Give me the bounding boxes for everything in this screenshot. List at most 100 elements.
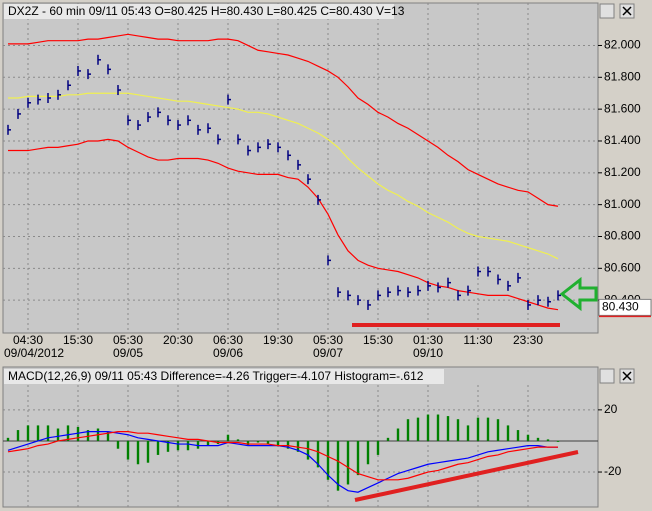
histogram-bar [296,440,300,452]
price-bar [117,85,121,96]
price-bar [187,115,191,126]
price-bar [97,54,101,65]
histogram-bar [136,440,140,465]
histogram-bar [266,440,270,445]
price-bar [367,299,371,310]
y-tick-label: 80.600 [604,260,641,274]
histogram-bar [306,440,310,460]
price-bar [317,194,321,205]
band-line [8,138,559,311]
histogram-bar [86,430,90,441]
histogram-bar [166,440,170,452]
histogram-bar [106,431,110,441]
window-buttons[interactable] [599,3,635,384]
histogram-bar [126,440,130,460]
x-date-label: 09/10 [413,346,443,360]
y-tick-label: -20 [604,464,622,478]
histogram-bar [426,414,430,441]
price-bar [347,290,351,301]
histogram-bar [256,440,260,443]
price-bar [527,299,531,310]
y-tick-label: 81.600 [604,101,641,115]
histogram-bar [466,425,470,441]
histogram-bar [486,417,490,441]
histogram-bar [56,428,60,441]
histogram-bar [406,419,410,441]
price-bar [197,124,201,135]
y-tick-label: 82.000 [604,38,641,52]
histogram-bar [396,428,400,441]
trend-line-annotation [354,450,579,502]
price-bar [217,134,221,145]
last-price-box [598,298,652,316]
histogram-bar [516,430,520,441]
x-tick-label: 15:30 [63,333,93,347]
price-bar [287,150,291,161]
y-tick-label: 80.800 [604,229,641,243]
price-bar [497,274,501,285]
arrange-button[interactable] [599,3,615,19]
histogram-bar [276,440,280,446]
histogram-bar [376,440,380,455]
y-tick-label: 81.200 [604,165,641,179]
price-bar [547,296,551,307]
price-bar [507,280,511,291]
price-bar [477,266,481,277]
close-icon [622,371,632,381]
price-bar [147,112,151,123]
x-date-label: 09/06 [213,346,243,360]
price-bar [437,282,441,293]
close-icon [622,6,632,16]
title-box [4,4,394,19]
histogram-bar [36,425,40,441]
x-tick-label: 23:30 [513,333,543,347]
histogram-bar [316,440,320,468]
histogram-bar [26,425,30,441]
histogram-bar [546,439,550,441]
chart-title: MACD(12,26,9) 09/11 05:43 Difference=-4.… [8,369,424,383]
price-bar [377,290,381,301]
histogram-bar [226,434,230,441]
histogram-bar [496,419,500,441]
histogram-bar [186,440,190,451]
x-tick-label: 20:30 [163,333,193,347]
histogram-bar [176,440,180,451]
price-bar [557,290,561,301]
x-tick-label: 11:30 [463,333,492,347]
histogram-bar [326,440,330,480]
price-bar [47,93,51,103]
histogram-bar [76,426,80,441]
price-bar [127,115,131,126]
price-bar [7,124,11,135]
arrange-button[interactable] [599,368,615,384]
price-bar [387,287,391,298]
histogram-bar [116,440,120,449]
chart-title: DX2Z - 60 min 09/11 05:43 O=80.425 H=80.… [8,4,405,18]
histogram-bar [16,430,20,441]
price-bar [27,97,31,108]
histogram-bar [66,425,70,441]
price-bar [87,69,91,80]
price-bar [247,145,251,156]
histogram-bar [286,440,290,449]
band-line [8,92,559,260]
histogram-bar [366,440,370,465]
price-bar [157,107,161,118]
last-price-label: 80.430 [602,300,639,314]
x-date-label: 09/07 [313,346,343,360]
price-bar [277,142,281,153]
price-bar [467,285,471,296]
title-box [4,369,444,384]
chart-layer: 80.40080.60080.80081.00081.20081.40081.6… [3,3,652,507]
histogram-bar [6,437,10,441]
histogram-bar [336,440,340,491]
price-bar [267,139,271,150]
x-date-label: 09/05 [113,346,143,360]
price-bar [327,255,331,266]
histogram-bar [346,440,350,485]
price-bar [137,120,141,131]
price-bar [447,277,451,288]
price-bar [487,266,491,277]
histogram-bar [436,414,440,441]
